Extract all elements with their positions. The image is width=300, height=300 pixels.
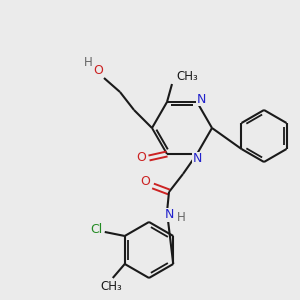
Text: Cl: Cl — [91, 224, 103, 236]
Text: O: O — [136, 152, 146, 164]
Text: O: O — [93, 64, 103, 76]
Text: O: O — [140, 176, 150, 188]
Text: N: N — [192, 152, 202, 166]
Text: CH₃: CH₃ — [176, 70, 198, 83]
Text: H: H — [177, 212, 185, 224]
Text: N: N — [196, 92, 206, 106]
Text: CH₃: CH₃ — [100, 280, 122, 293]
Text: H: H — [84, 56, 92, 68]
Text: N: N — [164, 208, 174, 221]
